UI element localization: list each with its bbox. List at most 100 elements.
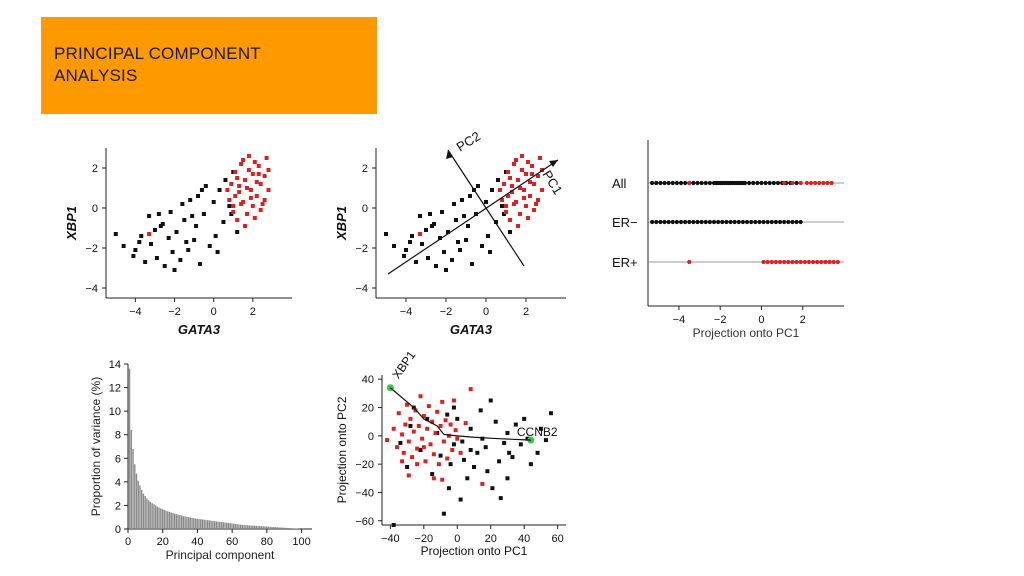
strip-point-black <box>732 219 737 225</box>
variance-bar <box>213 521 216 529</box>
data-point-black <box>221 220 226 224</box>
strip-point-black <box>703 180 708 186</box>
variance-bar <box>191 517 193 529</box>
data-point-red <box>453 428 458 433</box>
data-point-red <box>401 450 406 455</box>
data-point-black <box>510 455 515 460</box>
data-point-red <box>440 477 445 482</box>
strip-point-black <box>654 180 659 186</box>
data-point-black <box>391 523 396 527</box>
variance-bar <box>186 516 188 529</box>
y-tick-label: −4 <box>355 283 368 295</box>
x-tick-label: 20 <box>485 533 497 545</box>
data-point-red <box>530 172 534 176</box>
strip-point-black <box>707 180 712 186</box>
strip-point-black <box>746 180 752 186</box>
y-tick-label: −20 <box>355 459 374 471</box>
data-point-red <box>256 164 261 168</box>
variance-bar <box>137 480 139 529</box>
variance-bar <box>257 525 259 529</box>
y-tick-label: −60 <box>355 516 374 528</box>
data-point-red <box>510 184 514 188</box>
scatter-plot-pc-axes: −4 −2 0 2 2 0 −2 −4 GATA3 XBP1 PC2 PC1 <box>334 128 566 337</box>
data-point-black <box>438 236 442 240</box>
variance-bar <box>146 498 148 529</box>
data-point-black <box>121 244 126 248</box>
variance-bar <box>189 517 192 529</box>
data-point-black <box>442 250 446 254</box>
strip-point-black <box>650 219 655 225</box>
data-point-red <box>421 445 426 450</box>
variance-bar <box>177 514 179 529</box>
variance-bar <box>149 501 152 529</box>
data-point-red <box>396 411 401 416</box>
strip-point-red <box>777 259 783 265</box>
strip-point-red <box>829 180 834 186</box>
data-point-red <box>413 408 418 413</box>
x-tick-label: 20 <box>157 536 169 548</box>
data-point-red <box>250 172 255 176</box>
data-point-red <box>252 216 257 220</box>
data-point-black <box>488 398 493 403</box>
variance-bar <box>272 526 275 529</box>
data-point-black <box>490 188 494 192</box>
strip-point-black <box>775 180 781 186</box>
data-point-black <box>154 256 159 260</box>
variance-bar <box>175 514 178 529</box>
strip-point-black <box>670 219 675 225</box>
strip-point-red <box>765 259 770 265</box>
y-tick-label: 2 <box>115 500 121 512</box>
data-point-red <box>446 433 451 438</box>
variance-bar <box>286 527 289 529</box>
data-point-black <box>197 262 202 266</box>
strip-row-label: All <box>612 176 627 191</box>
variance-bar <box>179 515 181 529</box>
data-point-black <box>162 264 167 268</box>
data-point-red <box>254 180 259 184</box>
y-axis-label: XBP1 <box>64 206 79 241</box>
variance-bar <box>196 518 198 529</box>
data-point-black <box>196 194 201 198</box>
variance-bar <box>226 522 228 529</box>
data-point-black <box>522 416 527 421</box>
strip-point-black <box>658 219 663 225</box>
data-point-black <box>505 431 510 436</box>
data-point-red <box>506 170 510 174</box>
x-axis-label: GATA3 <box>178 322 221 337</box>
strip-point-black <box>773 219 779 225</box>
variance-bar <box>292 528 294 529</box>
data-point-black <box>425 416 430 421</box>
data-point-red <box>239 162 244 166</box>
data-point-black <box>535 450 540 455</box>
variance-bar <box>276 527 278 529</box>
slide-title-line1: PRINCIPAL COMPONENT <box>54 44 261 63</box>
strip-point-black <box>658 180 663 186</box>
data-point-red <box>262 174 267 178</box>
data-point-black <box>498 496 503 501</box>
strip-point-black <box>695 180 700 186</box>
data-point-red <box>528 194 532 198</box>
x-tick-label: −20 <box>414 533 433 545</box>
ccnb2-gene-path <box>443 433 531 441</box>
data-point-red <box>524 204 528 208</box>
data-point-black <box>182 218 187 222</box>
pc2-label: PC2 <box>454 128 483 154</box>
scatter-plot-gata3-xbp1: −4 −2 0 2 2 0 −2 −4 GATA3 XBP1 <box>64 148 292 337</box>
y-tick-label: −2 <box>355 243 368 255</box>
data-point-red <box>241 158 246 162</box>
data-point-red <box>229 182 234 186</box>
data-point-red <box>246 154 251 158</box>
data-point-black <box>458 497 463 502</box>
data-point-red <box>508 218 512 222</box>
data-point-red <box>512 202 516 206</box>
data-point-black <box>430 472 435 477</box>
data-point-red <box>480 481 485 486</box>
data-point-red <box>526 160 530 164</box>
strip-point-black <box>674 219 679 225</box>
y-tick-label: 12 <box>109 383 121 395</box>
variance-bar <box>278 527 280 529</box>
strip-point-red <box>804 180 809 186</box>
data-point-red <box>536 198 540 202</box>
strip-point-black <box>767 180 772 186</box>
variance-bar <box>139 485 141 529</box>
